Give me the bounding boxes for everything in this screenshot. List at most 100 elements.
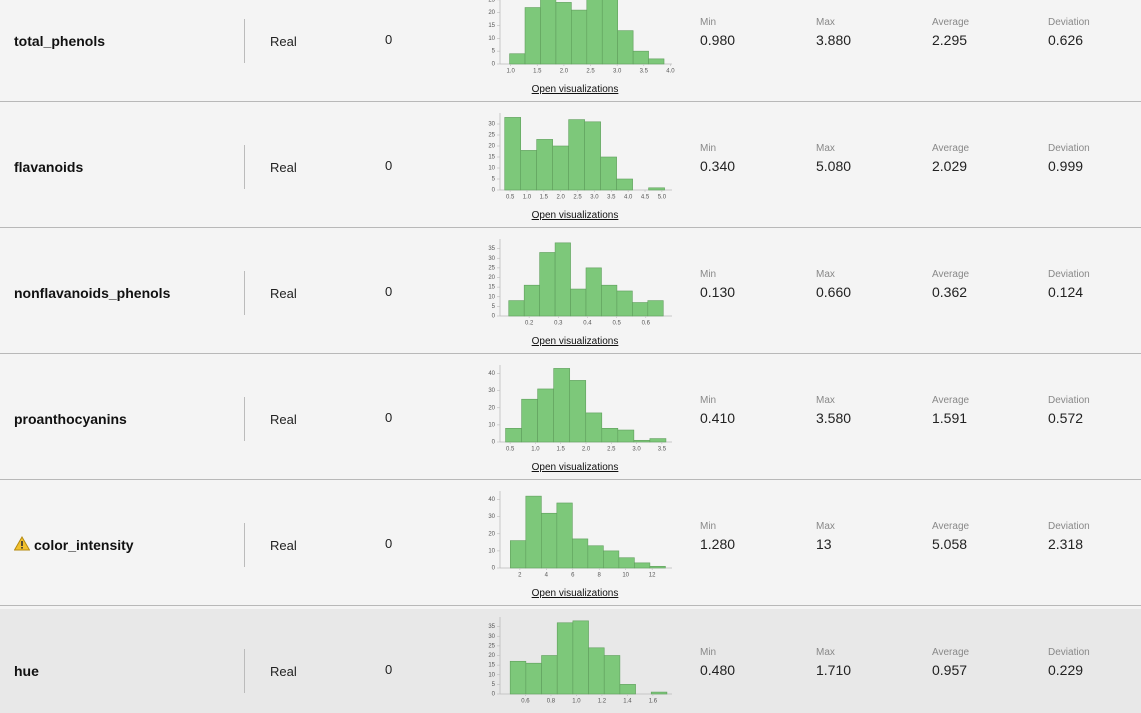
stat-label: Min [700,269,717,280]
y-tick-label: 0 [492,314,496,320]
y-tick-label: 10 [488,672,495,678]
stat-label: Max [816,521,835,532]
histogram-bar [520,150,537,191]
histogram-bar [633,439,651,443]
histogram-bar [569,380,587,443]
x-tick-label: 10 [622,573,629,579]
open-visualizations-link[interactable]: Open visualizations [531,336,619,347]
histogram-bar [505,428,522,443]
attribute-type: Real [270,412,297,427]
y-tick-label: 5 [492,49,496,55]
stat-value: 0.124 [1048,284,1084,300]
stat-value: 0.626 [1048,32,1084,48]
histogram-bar [568,119,585,191]
stat-label: Max [816,395,835,406]
histogram-bar [649,438,667,443]
y-tick-label: 15 [488,663,495,669]
histogram-bar [541,512,558,569]
y-tick-label: 15 [488,285,495,291]
histogram-bar [539,252,556,317]
stat-value: 2.318 [1048,536,1084,552]
stat-value: 0.130 [700,284,736,300]
histogram-bar [524,7,541,65]
histogram-bar [585,412,603,443]
y-tick-label: 10 [488,548,495,554]
histogram-bar [601,284,618,317]
open-visualizations-link[interactable]: Open visualizations [531,84,619,95]
x-tick-label: 2.5 [586,69,595,75]
attribute-row[interactable]: hueReal0Open visualizationsMin0.480Max1.… [0,609,1141,713]
histogram-bar [619,684,636,695]
y-tick-label: 20 [488,10,495,16]
y-tick-label: 0 [492,440,496,446]
histogram: 0 5 10 15 20 25 1.0 1.5 2.0 2.5 3.0 3.5 4.0 [488,0,675,75]
histogram: 0 5 10 15 20 25 30 35 0.2 0.3 0.4 0.5 0.6 [488,239,672,327]
x-tick-label: 0.6 [521,699,530,705]
x-tick-label: 1.0 [531,447,540,453]
stat-value: 0.229 [1048,662,1084,678]
x-tick-label: 0.4 [583,321,592,327]
x-tick-label: 3.0 [632,447,641,453]
histogram-bar [556,502,573,569]
histogram-bar [634,562,651,569]
histogram-bar [649,565,666,569]
y-tick-label: 20 [488,653,495,659]
open-visualizations-link[interactable]: Open visualizations [531,462,619,473]
stat-value: 0.410 [700,410,736,426]
histogram-bar [537,388,554,443]
x-tick-label: 3.5 [640,69,649,75]
warning-icon [14,536,30,551]
open-visualizations-link[interactable]: Open visualizations [531,588,619,599]
x-tick-label: 2.5 [607,447,616,453]
histogram-bar [552,145,569,191]
histogram-bar [648,58,665,65]
y-tick-label: 30 [488,388,495,394]
stat-label: Average [932,521,970,532]
x-tick-label: 3.0 [613,69,622,75]
histogram-bar [586,0,603,65]
y-tick-label: 5 [492,682,496,688]
divider [244,397,245,441]
attribute-type: Real [270,664,297,679]
x-tick-label: 0.2 [525,321,534,327]
y-tick-label: 25 [488,133,495,139]
stat-label: Min [700,521,717,532]
histogram-bar [584,121,601,191]
y-tick-label: 30 [488,122,495,128]
open-visualizations-link[interactable]: Open visualizations [531,210,619,221]
y-tick-label: 15 [488,23,495,29]
attribute-type: Real [270,34,297,49]
histogram-bar [509,53,526,65]
stat-value: 0.980 [700,32,736,48]
y-tick-label: 10 [488,294,495,300]
warning-mark [21,541,23,546]
histogram-bar [647,300,664,317]
y-tick-label: 35 [488,624,495,630]
y-tick-label: 30 [488,256,495,262]
stat-value: 5.058 [932,536,968,552]
stat-label: Deviation [1048,521,1090,532]
y-tick-label: 40 [488,371,495,377]
x-tick-label: 0.8 [547,699,556,705]
missing-count: 0 [385,158,393,173]
attribute-row[interactable]: color_intensity Real 0 Open visualizations M… [0,483,1141,606]
attribute-name: proanthocyanins [14,411,127,427]
attribute-row[interactable]: total_phenols Real 0 Open visualizations Min… [0,0,1141,102]
histogram-bar [555,2,572,65]
stat-value: 5.080 [816,158,852,174]
y-tick-label: 15 [488,155,495,161]
stat-label: Max [816,647,835,658]
divider [244,649,245,693]
x-tick-label: 5.0 [658,195,667,201]
x-tick-label: 1.0 [523,195,532,201]
histogram-bar [650,691,668,695]
attribute-row[interactable]: flavanoids Real 0 Open visualizations Min 0.3… [0,105,1141,228]
x-tick-label: 6 [571,573,575,579]
attribute-row[interactable]: nonflavanoids_phenols Real 0 Open visualiza… [0,231,1141,354]
histogram: 0 5 10 15 20 25 30 0.5 1.0 1.5 2.0 2.5 3.0 3.5 4.0 4.5 5… [488,113,672,201]
x-tick-label: 2.0 [582,447,591,453]
histogram-bar [541,655,558,695]
attribute-row[interactable]: proanthocyanins Real 0 Open visualizations M… [0,357,1141,480]
